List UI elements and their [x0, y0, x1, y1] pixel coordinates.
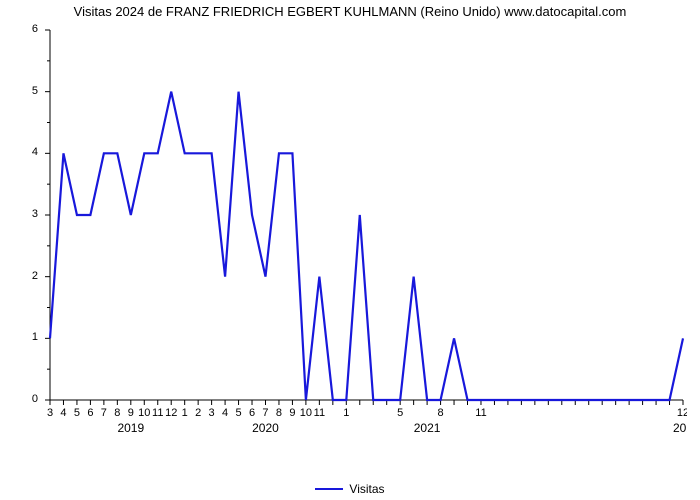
legend-swatch [315, 488, 343, 490]
svg-text:10: 10 [138, 407, 150, 419]
svg-text:4: 4 [222, 407, 228, 419]
svg-text:3: 3 [47, 407, 53, 419]
svg-text:2021: 2021 [414, 421, 441, 435]
svg-text:8: 8 [276, 407, 282, 419]
plot-area: 3456789101112123456789101115811122019202… [42, 24, 687, 444]
svg-text:1: 1 [343, 407, 349, 419]
svg-text:11: 11 [475, 407, 486, 419]
svg-text:3: 3 [209, 407, 215, 419]
y-tick-label: 1 [24, 331, 38, 343]
legend-label: Visitas [349, 482, 384, 496]
chart-svg: 3456789101112123456789101115811122019202… [42, 24, 687, 444]
svg-text:202: 202 [673, 421, 687, 435]
svg-text:4: 4 [60, 407, 66, 419]
svg-text:7: 7 [101, 407, 107, 419]
svg-text:6: 6 [87, 407, 93, 419]
svg-text:11: 11 [152, 407, 163, 419]
y-tick-label: 3 [24, 208, 38, 220]
legend: Visitas [0, 477, 700, 496]
svg-text:8: 8 [438, 407, 444, 419]
y-tick-label: 0 [24, 393, 38, 405]
legend-item-visitas: Visitas [315, 482, 384, 496]
chart-title: Visitas 2024 de FRANZ FRIEDRICH EGBERT K… [0, 4, 700, 19]
svg-text:9: 9 [128, 407, 134, 419]
svg-text:6: 6 [249, 407, 255, 419]
svg-text:5: 5 [235, 407, 241, 419]
svg-text:2019: 2019 [117, 421, 144, 435]
y-tick-label: 5 [24, 85, 38, 97]
svg-text:7: 7 [262, 407, 268, 419]
line-chart: Visitas 2024 de FRANZ FRIEDRICH EGBERT K… [0, 0, 700, 500]
svg-text:12: 12 [165, 407, 177, 419]
y-tick-label: 4 [24, 146, 38, 158]
svg-text:2: 2 [195, 407, 201, 419]
svg-text:10: 10 [300, 407, 312, 419]
svg-text:5: 5 [397, 407, 403, 419]
svg-text:12: 12 [677, 407, 687, 419]
svg-text:5: 5 [74, 407, 80, 419]
svg-text:8: 8 [114, 407, 120, 419]
svg-text:9: 9 [289, 407, 295, 419]
svg-text:11: 11 [314, 407, 325, 419]
svg-text:1: 1 [182, 407, 188, 419]
svg-text:2020: 2020 [252, 421, 279, 435]
y-tick-label: 2 [24, 270, 38, 282]
y-tick-label: 6 [24, 23, 38, 35]
